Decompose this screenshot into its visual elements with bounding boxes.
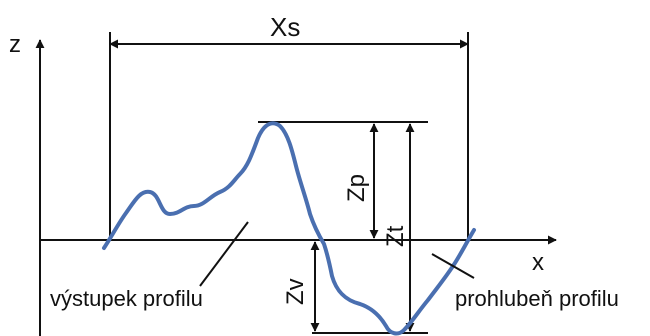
x-axis-label: x [532,249,544,276]
peak-caption-leader [199,221,249,287]
peak-caption: výstupek profilu [50,286,203,311]
valley-caption: prohlubeň profilu [455,286,619,311]
xs-label: Xs [270,12,300,42]
roughness-profile-curve [102,121,476,336]
zp-label: Zp [343,174,370,202]
zt-label: Zt [382,225,409,247]
z-axis-label: z [9,31,21,58]
valley-caption-leader [431,253,475,279]
zv-label: Zv [282,278,309,305]
